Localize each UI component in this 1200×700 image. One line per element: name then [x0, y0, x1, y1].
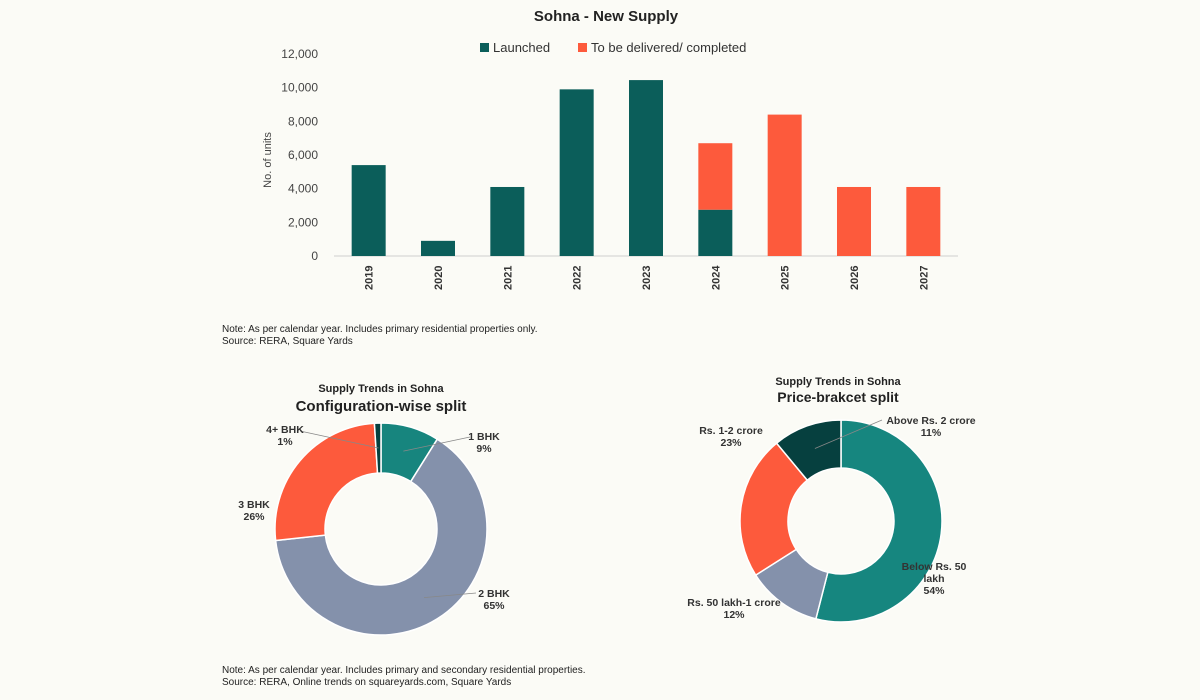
slice-percent: 12% — [723, 609, 745, 621]
bottom-source-line: Source: RERA, Online trends on squareyar… — [222, 677, 512, 688]
top-source-line: Source: RERA, Square Yards — [222, 336, 353, 347]
bar-launched-2023 — [629, 80, 663, 256]
x-tick-label: 2027 — [918, 266, 930, 290]
slice-label: lakh — [923, 573, 944, 585]
slice-percent: 26% — [243, 511, 265, 523]
y-tick-label: 12,000 — [281, 47, 318, 61]
bar-launched-2022 — [559, 89, 594, 256]
x-tick-label: 2020 — [433, 266, 445, 290]
bar-launched-2020 — [421, 240, 455, 256]
slice-rs-1-2-crore — [739, 442, 809, 577]
slice-2-bhk — [274, 438, 488, 636]
top-note: Note: As per calendar year. Includes pri… — [222, 324, 538, 348]
x-tick-label: 2023 — [641, 266, 653, 290]
config-chart-supertitle: Supply Trends in Sohna — [318, 383, 444, 395]
slice-percent: 11% — [921, 427, 942, 439]
slice-label: Rs. 1-2 crore — [699, 425, 763, 437]
slice-label: 3 BHK — [238, 499, 270, 511]
bar-chart-title: Sohna - New Supply — [534, 8, 679, 25]
y-axis-label: No. of units — [262, 132, 274, 188]
top-note-line: Note: As per calendar year. Includes pri… — [222, 324, 538, 335]
leader-line — [403, 436, 471, 452]
y-tick-label: 2,000 — [288, 215, 318, 229]
y-tick-label: 6,000 — [288, 148, 318, 162]
slice-label: 2 BHK — [478, 588, 510, 600]
slice-3-bhk — [274, 422, 379, 542]
bar-launched-2024 — [698, 209, 733, 256]
slice-label: Below Rs. 50 — [902, 561, 967, 573]
price-chart-title: Price-brakcet split — [777, 389, 899, 405]
slice-below-rs-50-lakh — [814, 419, 943, 623]
x-tick-label: 2019 — [364, 266, 376, 290]
x-axis-ticks: 2019 2020 2021 2022 2023 2024 2025 2026 2027 — [364, 265, 931, 290]
x-tick-label: 2026 — [849, 266, 861, 290]
y-tick-label: 10,000 — [281, 81, 318, 95]
y-axis-ticks: 0 2,000 4,000 6,000 8,000 10,000 12,000 — [281, 47, 318, 263]
legend-swatch — [480, 43, 489, 52]
x-tick-label: 2021 — [502, 266, 514, 290]
slice-percent: 1% — [277, 436, 293, 448]
y-tick-label: 0 — [311, 249, 318, 263]
bar-to-be-delivered-2025 — [767, 114, 802, 256]
slice-percent: 65% — [483, 600, 505, 612]
legend-swatch — [578, 43, 587, 52]
x-tick-label: 2022 — [572, 266, 584, 290]
slice-above-rs-2-crore — [775, 419, 842, 482]
config-donut-slices — [274, 422, 488, 636]
bar-to-be-delivered-2024 — [698, 143, 733, 210]
price-bracket-donut-chart: Supply Trends in Sohna Price-brakcet spl… — [687, 376, 976, 623]
y-tick-label: 8,000 — [288, 114, 318, 128]
price-chart-supertitle: Supply Trends in Sohna — [775, 376, 901, 388]
slice-label: Above Rs. 2 crore — [886, 415, 975, 427]
slice-percent: 9% — [476, 443, 492, 455]
bar-to-be-delivered-2026 — [837, 186, 871, 256]
config-chart-title: Configuration-wise split — [296, 398, 467, 415]
legend-label: Launched — [493, 40, 550, 55]
bottom-note-line: Note: As per calendar year. Includes pri… — [222, 665, 586, 676]
x-tick-label: 2025 — [780, 266, 792, 290]
slice-label: 1 BHK — [468, 431, 500, 443]
x-tick-label: 2024 — [710, 265, 722, 290]
bar-marks — [351, 80, 941, 256]
y-tick-label: 4,000 — [288, 182, 318, 196]
bottom-note: Note: As per calendar year. Includes pri… — [222, 665, 586, 689]
bar-legend: Launched To be delivered/ completed — [480, 40, 746, 55]
bar-launched-2019 — [351, 165, 386, 256]
leader-line — [814, 419, 883, 449]
leader-line — [299, 430, 379, 449]
leader-line — [423, 592, 477, 599]
slice-percent: 23% — [720, 437, 742, 449]
slice-label: 4+ BHK — [266, 424, 304, 436]
slice-label: Rs. 50 lakh-1 crore — [687, 597, 781, 609]
slice-percent: 54% — [923, 585, 945, 597]
bar-launched-2021 — [490, 186, 525, 256]
legend-label: To be delivered/ completed — [591, 40, 746, 55]
bar-chart: Sohna - New Supply Launched To be deliver… — [262, 8, 958, 290]
configuration-donut-chart: Supply Trends in Sohna Configuration-wis… — [238, 383, 510, 636]
price-donut-slices — [739, 419, 943, 623]
bar-to-be-delivered-2027 — [906, 186, 941, 256]
